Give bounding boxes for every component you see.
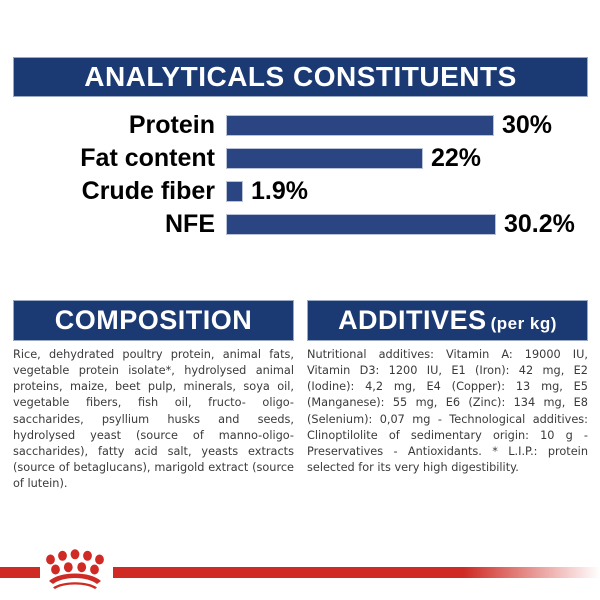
analyticals-header-bar: ANALYTICALS CONSTITUENTS (13, 57, 588, 97)
additives-section: ADDITIVES (per kg) Nutritional additives:… (307, 300, 588, 487)
royal-canin-crown-icon (46, 549, 104, 589)
footer-rule-right-segment (113, 567, 600, 578)
additives-header-title-group: ADDITIVES (per kg) (338, 307, 557, 334)
analyticals-constituents-section: ANALYTICALS CONSTITUENTS Protein 30% Fat… (13, 57, 588, 241)
additives-header-title: ADDITIVES (338, 305, 487, 335)
additives-header-bar: ADDITIVES (per kg) (307, 300, 588, 341)
nutrient-bar-nfe (226, 214, 496, 235)
nutrient-barwrap-nfe: 30.2% (226, 212, 588, 237)
nutrient-label-protein: Protein (128, 111, 215, 139)
nutrient-bar-chart: Protein 30% Fat content 22% Crude fiber … (13, 109, 588, 241)
nutrient-barwrap-crude-fiber: 1.9% (226, 179, 588, 204)
additives-body-text: Nutritional additives: Vitamin A: 19000 … (307, 348, 588, 474)
nutrient-value-nfe: 30.2% (504, 210, 575, 238)
composition-section: COMPOSITION Rice, dehydrated poultry pro… (13, 300, 294, 504)
nutrient-label-fat-content: Fat content (80, 144, 215, 172)
nutrient-barwrap-fat-content: 22% (226, 146, 588, 171)
footer-rule (0, 567, 600, 578)
composition-body-text: Rice, dehydrated poultry protein, animal… (13, 348, 294, 491)
nutrient-value-fat-content: 22% (431, 144, 482, 172)
nutrient-row-crude-fiber: Crude fiber 1.9% (13, 175, 588, 208)
nutrient-barwrap-protein: 30% (226, 113, 588, 138)
nutrient-value-protein: 30% (502, 111, 553, 139)
nutrient-bar-protein (226, 115, 494, 136)
nutrient-bar-crude-fiber (226, 181, 243, 202)
nutrient-row-fat-content: Fat content 22% (13, 142, 588, 175)
nutrient-row-protein: Protein 30% (13, 109, 588, 142)
composition-header-title: COMPOSITION (54, 305, 253, 335)
nutrient-label-crude-fiber: Crude fiber (81, 177, 215, 205)
nutrient-row-nfe: NFE 30.2% (13, 208, 588, 241)
footer-rule-left-segment (0, 567, 40, 578)
nutrient-label-nfe: NFE (165, 210, 215, 238)
nutrient-value-crude-fiber: 1.9% (251, 177, 308, 205)
composition-header-bar: COMPOSITION (13, 300, 294, 341)
additives-header-subtitle: (per kg) (490, 314, 557, 333)
nutrient-bar-fat-content (226, 148, 423, 169)
analyticals-header-title: ANALYTICALS CONSTITUENTS (84, 61, 517, 92)
